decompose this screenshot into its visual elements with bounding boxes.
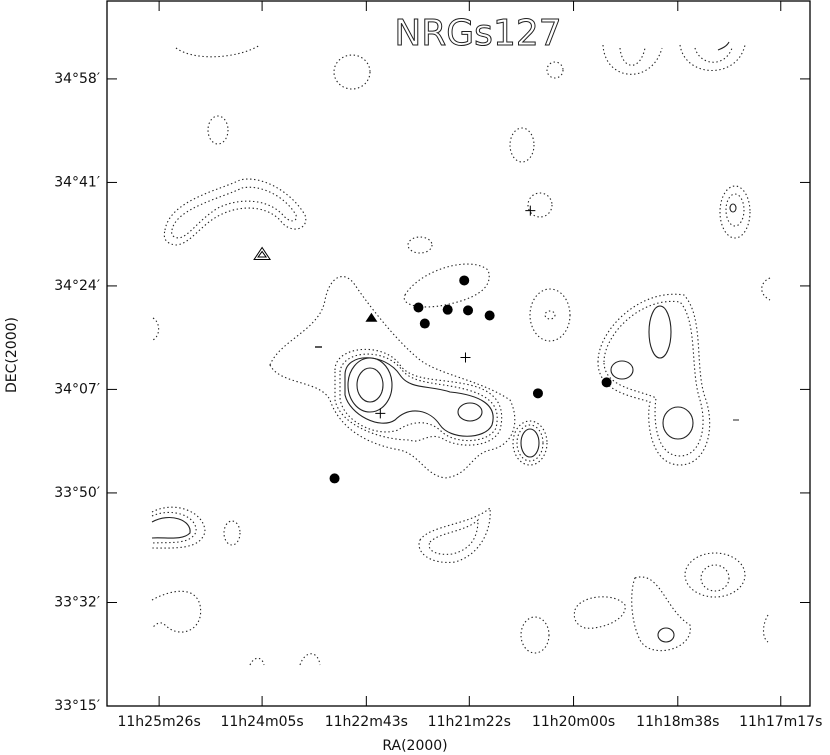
y-tick-label: 34°07′ xyxy=(54,381,100,397)
plot-frame xyxy=(106,0,811,707)
source-marker xyxy=(419,318,430,329)
source-marker xyxy=(532,388,543,399)
x-axis-label: RA(2000) xyxy=(382,738,447,754)
x-tick-label: 11h20m00s xyxy=(532,714,615,730)
cross-marker xyxy=(375,408,386,419)
x-tick-label: 11h18m38s xyxy=(636,714,719,730)
x-tick-label: 11h25m26s xyxy=(117,714,200,730)
open-triangle-marker xyxy=(253,246,272,261)
y-axis-label: DEC(2000) xyxy=(4,317,20,393)
y-tick-label: 34°41′ xyxy=(54,174,100,190)
chart-title: NRGs127 xyxy=(394,13,561,54)
y-tick-label: 34°58′ xyxy=(54,71,100,87)
y-tick-label: 33°50′ xyxy=(54,485,100,501)
x-tick-label: 11h24m05s xyxy=(220,714,303,730)
cross-marker xyxy=(460,352,471,363)
source-marker xyxy=(601,377,612,388)
source-marker xyxy=(329,473,340,484)
x-tick-label: 11h17m17s xyxy=(739,714,822,730)
x-tick-label: 11h21m22s xyxy=(428,714,511,730)
y-tick-label: 33°32′ xyxy=(54,595,100,611)
y-tick-label: 34°24′ xyxy=(54,278,100,294)
triangle-marker xyxy=(365,312,378,322)
cross-marker xyxy=(525,205,536,216)
source-marker xyxy=(463,305,474,316)
contours xyxy=(151,41,771,666)
source-marker xyxy=(413,302,424,313)
source-marker xyxy=(442,304,453,315)
source-marker xyxy=(459,275,470,286)
source-marker xyxy=(484,310,495,321)
y-tick-label: 33°15′ xyxy=(54,698,100,714)
x-tick-label: 11h22m43s xyxy=(325,714,408,730)
